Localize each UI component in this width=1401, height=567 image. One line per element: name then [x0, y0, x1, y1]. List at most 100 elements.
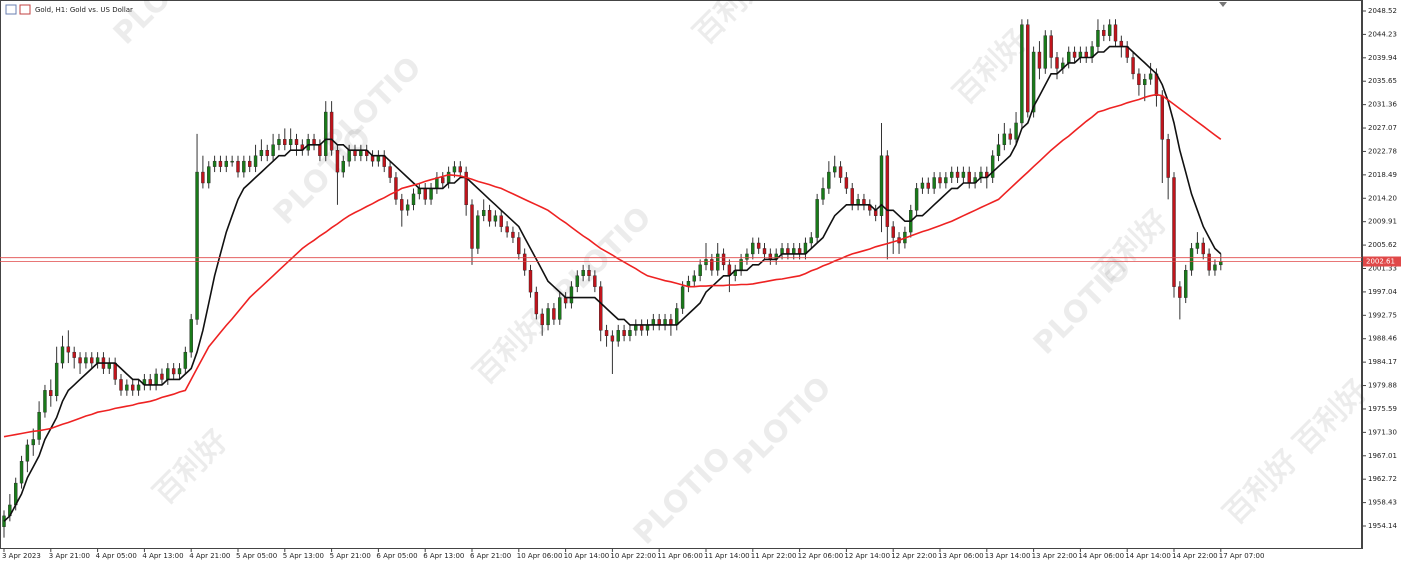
y-tick-label: 1997.04 — [1368, 288, 1397, 296]
candle-body — [183, 351, 188, 369]
candle-body — [1055, 57, 1059, 69]
bid-label: 2002.61 — [1366, 258, 1395, 266]
y-tick-label: 1954.14 — [1368, 522, 1397, 530]
candle-body — [663, 319, 667, 326]
candle-body — [1049, 35, 1053, 58]
candle-body — [148, 379, 152, 386]
candle-body — [850, 188, 854, 206]
candle-body — [1072, 51, 1077, 58]
y-tick-label: 1984.17 — [1368, 358, 1397, 366]
candle-body — [517, 237, 521, 255]
candle-body — [540, 313, 544, 326]
candle-body — [739, 259, 743, 271]
y-tick-label: 2001.33 — [1368, 264, 1397, 272]
candle-body — [552, 308, 556, 320]
candle-body — [259, 150, 264, 156]
candle-body — [1201, 242, 1205, 255]
candle-body — [914, 188, 919, 211]
candle-body — [534, 291, 539, 315]
candle-body — [505, 226, 509, 233]
candle-body — [546, 308, 550, 326]
x-tick-label: 13 Apr 14:00 — [985, 552, 1031, 560]
candle-body — [950, 171, 954, 178]
candle-body — [464, 171, 468, 206]
candle-body — [49, 390, 53, 397]
candle-body — [1213, 264, 1217, 271]
x-tick-label: 12 Apr 06:00 — [798, 552, 844, 560]
candle-body — [938, 177, 942, 184]
candle-body — [271, 144, 275, 156]
candle-body — [955, 171, 960, 178]
candle-body — [1119, 40, 1124, 47]
candle-body — [833, 166, 837, 173]
y-tick-label: 2035.65 — [1368, 77, 1397, 85]
candle-body — [1002, 133, 1007, 145]
candle-body — [19, 461, 24, 484]
candle-body — [429, 188, 433, 200]
chart-icon — [5, 4, 17, 15]
x-tick-label: 11 Apr 06:00 — [657, 552, 703, 560]
candle-body — [212, 160, 217, 167]
candle-body — [189, 319, 193, 353]
candle-body — [710, 259, 714, 271]
candle-body — [599, 286, 603, 331]
candle-body — [388, 166, 392, 178]
x-tick-label: 11 Apr 14:00 — [704, 552, 750, 560]
candle-body — [996, 144, 1001, 156]
candle-body — [218, 160, 223, 167]
candle-body — [441, 177, 445, 184]
candle-body — [376, 155, 381, 162]
y-tick-label: 2022.78 — [1368, 147, 1397, 155]
x-tick-label: 12 Apr 22:00 — [891, 552, 937, 560]
candle-body — [207, 166, 211, 184]
x-tick-label: 6 Apr 21:00 — [470, 552, 511, 560]
candle-body — [809, 237, 813, 244]
candle-body — [669, 319, 673, 326]
y-tick-label: 2005.62 — [1368, 241, 1397, 249]
candle-body — [704, 259, 708, 266]
y-tick-label: 2027.07 — [1368, 124, 1397, 132]
candle-body — [680, 286, 685, 309]
candle-body — [72, 351, 76, 358]
candle-body — [944, 177, 948, 184]
candle-body — [856, 199, 860, 206]
candle-body — [2, 515, 6, 527]
candle-body — [160, 373, 164, 380]
x-tick-label: 3 Apr 2023 — [2, 552, 41, 560]
candle-body — [932, 177, 936, 189]
x-tick-label: 14 Apr 22:00 — [1172, 552, 1218, 560]
shift-marker — [1219, 2, 1227, 7]
candle-body — [762, 248, 767, 255]
candle-body — [838, 166, 843, 178]
candle-body — [1195, 242, 1200, 249]
candle-body — [1113, 24, 1118, 42]
candle-body — [247, 160, 252, 167]
candle-body — [891, 226, 895, 238]
candle-body — [335, 150, 340, 173]
candle-body — [400, 199, 404, 211]
candle-body — [827, 171, 831, 189]
x-tick-label: 14 Apr 14:00 — [1125, 552, 1171, 560]
candle-body — [458, 166, 462, 173]
x-tick-label: 5 Apr 21:00 — [330, 552, 371, 560]
candle-body — [1020, 24, 1024, 124]
candle-body — [698, 264, 702, 276]
candle-body — [329, 111, 334, 151]
candle-body — [1037, 51, 1042, 69]
chart-title: Gold, H1: Gold vs. US Dollar — [35, 6, 133, 14]
candle-body — [113, 362, 117, 380]
candle-body — [166, 368, 170, 380]
y-tick-label: 1958.43 — [1368, 499, 1397, 507]
candle-body — [1043, 35, 1048, 69]
candle-body — [341, 160, 345, 173]
candle-body — [1166, 139, 1170, 178]
y-tick-label: 1988.46 — [1368, 335, 1397, 343]
candle-body — [575, 275, 579, 287]
candle-body — [1219, 261, 1223, 266]
candle-body — [844, 177, 849, 189]
y-tick-label: 1967.01 — [1368, 452, 1397, 460]
candle-body — [692, 275, 696, 282]
candle-body — [1207, 253, 1211, 271]
candle-body — [967, 171, 971, 184]
y-tick-label: 1992.75 — [1368, 311, 1397, 319]
